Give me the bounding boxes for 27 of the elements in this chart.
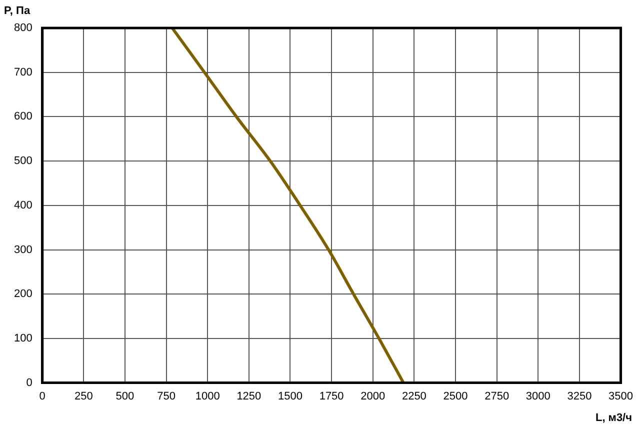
y-tick-label: 500 <box>14 155 32 168</box>
y-tick-label: 300 <box>14 244 32 256</box>
x-tick-label: 1000 <box>195 390 220 402</box>
x-tick-label: 2250 <box>402 390 426 402</box>
y-tick-label: 100 <box>14 332 32 344</box>
x-tick-label: 500 <box>116 390 134 402</box>
x-tick-label: 2000 <box>360 390 386 402</box>
y-tick-label: 600 <box>14 110 32 123</box>
x-tick-label: 250 <box>74 390 93 402</box>
x-tick-label: 1750 <box>319 390 344 402</box>
y-tick-label: 400 <box>14 199 32 212</box>
x-tick-label: 1250 <box>236 390 262 402</box>
x-axis-title: L, м3/ч <box>595 412 632 424</box>
y-axis-title: P, Па <box>4 5 31 18</box>
x-tick-label: 1500 <box>278 390 302 402</box>
y-tick-label: 800 <box>14 22 32 34</box>
x-tick-label: 2500 <box>443 390 468 402</box>
x-tick-label: 2750 <box>484 390 510 402</box>
y-tick-label: 200 <box>14 288 32 300</box>
x-tick-label: 3250 <box>567 390 592 402</box>
line-series <box>170 28 405 383</box>
y-tick-label: 0 <box>26 376 32 389</box>
x-tick-label: 3500 <box>608 390 634 402</box>
x-tick-label: 3000 <box>526 390 550 402</box>
x-tick-label: 0 <box>39 390 46 402</box>
y-tick-label: 700 <box>14 66 32 78</box>
x-tick-label: 750 <box>157 390 176 402</box>
